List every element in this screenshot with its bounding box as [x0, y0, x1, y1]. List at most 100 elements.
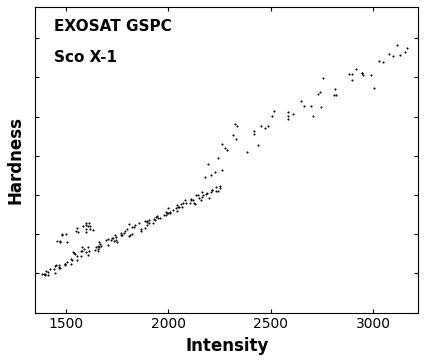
Point [209, 188, 216, 193]
Point [110, 235, 117, 241]
Point [180, 200, 187, 206]
Point [308, 103, 314, 109]
Point [192, 202, 199, 207]
Point [42, 272, 48, 278]
Point [217, 182, 224, 188]
Point [112, 234, 119, 240]
Point [63, 259, 70, 265]
Point [229, 132, 236, 138]
Point [397, 52, 403, 58]
Point [394, 42, 401, 48]
Point [371, 85, 378, 91]
Point [213, 188, 220, 193]
Point [118, 231, 125, 236]
Point [51, 266, 57, 272]
Point [175, 205, 182, 210]
Y-axis label: Hardness: Hardness [7, 116, 25, 204]
Point [145, 220, 152, 226]
Point [193, 192, 200, 198]
Point [85, 223, 92, 228]
Point [166, 209, 173, 215]
Point [61, 262, 68, 268]
Point [94, 248, 101, 254]
Point [269, 113, 275, 118]
Point [152, 214, 159, 220]
Point [214, 188, 221, 194]
Point [186, 200, 193, 206]
Point [161, 212, 167, 218]
Point [131, 223, 138, 228]
Point [138, 226, 145, 232]
Point [112, 232, 119, 237]
Point [143, 222, 150, 228]
Point [203, 191, 210, 197]
Point [71, 251, 77, 256]
Point [75, 229, 82, 235]
Point [352, 66, 359, 72]
Point [187, 197, 194, 202]
Point [380, 59, 386, 65]
Point [61, 261, 68, 266]
Point [218, 141, 225, 147]
Point [64, 239, 71, 245]
Point [141, 218, 148, 224]
Point [146, 217, 153, 223]
Point [285, 116, 292, 122]
Point [191, 200, 198, 206]
Point [138, 228, 145, 234]
Point [111, 239, 118, 244]
Point [317, 104, 324, 110]
Point [83, 229, 90, 235]
Point [189, 197, 196, 203]
Point [87, 223, 94, 229]
Point [258, 123, 265, 129]
Point [348, 77, 355, 83]
Point [79, 244, 86, 250]
Point [208, 172, 215, 178]
Point [70, 249, 76, 255]
Point [81, 247, 88, 252]
Point [122, 228, 129, 234]
Point [208, 187, 215, 193]
Point [250, 128, 257, 134]
Point [87, 226, 94, 232]
Point [301, 103, 308, 109]
Point [126, 222, 133, 227]
Point [152, 217, 159, 223]
Point [77, 248, 84, 254]
Point [244, 149, 251, 155]
Point [82, 227, 89, 232]
Point [214, 155, 221, 161]
Point [126, 233, 133, 239]
Point [113, 239, 120, 245]
Point [348, 71, 355, 77]
Point [284, 113, 291, 119]
Point [57, 265, 64, 270]
Point [109, 235, 116, 241]
Point [85, 220, 92, 226]
Point [320, 76, 327, 81]
Point [42, 271, 49, 277]
Point [46, 266, 53, 272]
Point [45, 272, 52, 278]
Point [261, 125, 268, 131]
Point [136, 220, 142, 226]
Point [359, 70, 366, 76]
Point [285, 109, 292, 115]
Point [56, 262, 62, 268]
Point [198, 189, 205, 195]
Point [333, 92, 340, 98]
Point [298, 98, 304, 104]
Point [97, 243, 104, 249]
Point [317, 89, 323, 95]
Point [234, 123, 241, 129]
Point [79, 249, 86, 254]
Point [92, 244, 99, 250]
Point [173, 205, 179, 211]
Point [68, 256, 74, 262]
Point [51, 270, 58, 276]
Point [309, 113, 316, 118]
Point [212, 184, 219, 190]
Point [199, 194, 206, 200]
Point [83, 220, 90, 226]
